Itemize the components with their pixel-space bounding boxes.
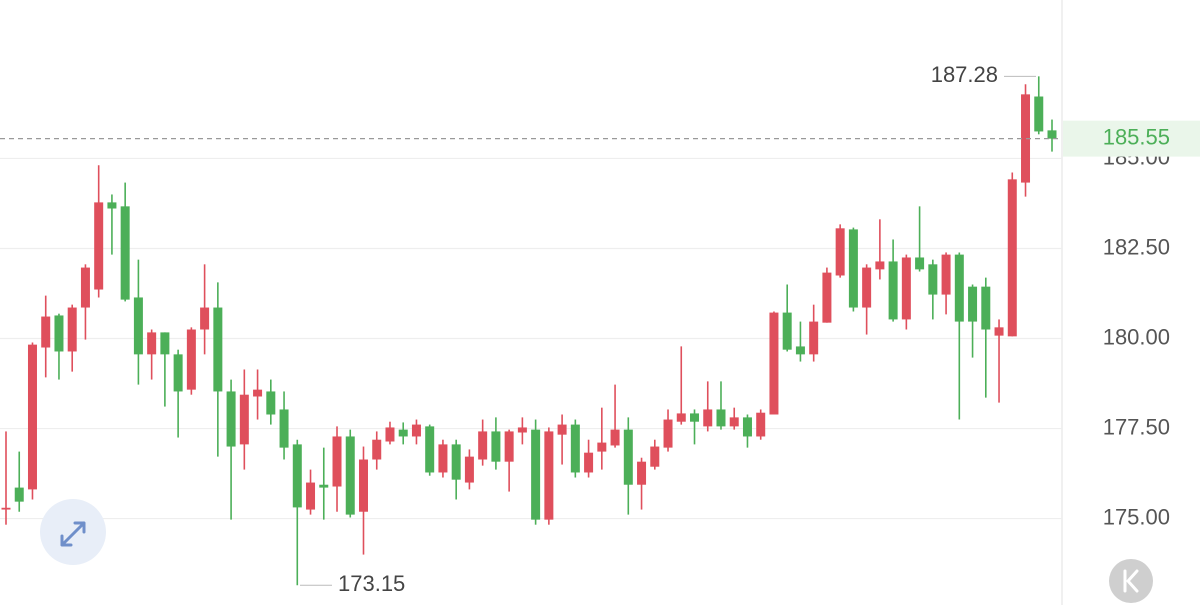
candle-body: [213, 307, 223, 392]
candle-body: [292, 444, 302, 508]
max-label: 187.28: [931, 62, 998, 87]
candle-body: [994, 327, 1004, 336]
candle-body: [690, 413, 700, 422]
candle-body: [769, 312, 779, 415]
min-label: 173.15: [338, 571, 405, 596]
candle-body: [795, 346, 805, 355]
candle-body: [332, 436, 342, 487]
candle-body: [385, 427, 395, 442]
candle-body: [901, 257, 911, 320]
candle-body: [703, 409, 713, 427]
candle-body: [41, 316, 51, 348]
candle-body: [663, 419, 673, 448]
candle-body: [782, 312, 792, 350]
candle-body: [557, 424, 567, 435]
candle-body: [848, 229, 858, 308]
candle-body: [822, 272, 832, 323]
candle-body: [954, 254, 964, 322]
candle-body: [981, 286, 991, 330]
candle-body: [491, 431, 501, 462]
candle-body: [968, 286, 978, 322]
expand-icon[interactable]: [60, 521, 86, 547]
candle-body: [623, 429, 633, 485]
candle-body: [173, 354, 183, 392]
y-tick-label: 177.50: [1103, 414, 1170, 439]
candle-body: [809, 321, 819, 355]
candle-body: [306, 482, 316, 510]
candle-body: [67, 307, 77, 352]
candle-body: [133, 297, 143, 355]
candle-body: [1047, 130, 1057, 139]
candle-body: [888, 261, 898, 320]
candle-body: [610, 429, 620, 446]
candle-body: [1034, 96, 1044, 132]
last-price-badge: [1063, 120, 1200, 157]
candle-body: [14, 487, 24, 502]
last-price-label: 185.55: [1103, 124, 1170, 149]
candle-body: [478, 431, 488, 460]
candle-body: [239, 394, 249, 445]
candle-body: [226, 391, 236, 447]
candle-body: [1021, 94, 1031, 183]
y-tick-label: 182.50: [1103, 234, 1170, 259]
candle-body: [756, 412, 766, 437]
candle-body: [425, 426, 435, 473]
candle-body: [862, 267, 872, 308]
candle-body: [398, 429, 408, 437]
candle-body: [464, 456, 474, 483]
candle-body: [94, 202, 104, 290]
candle-body: [650, 446, 660, 467]
candle-body: [120, 206, 130, 300]
candle-body: [875, 261, 885, 270]
candle-body: [584, 452, 594, 473]
candle-body: [570, 424, 580, 473]
candle-body: [716, 409, 726, 427]
y-tick-label: 175.00: [1103, 504, 1170, 529]
candle-body: [517, 427, 527, 433]
candle-body: [253, 389, 263, 397]
candle-body: [544, 431, 554, 520]
candle-body: [1, 507, 11, 510]
candle-body: [279, 409, 289, 448]
candle-body: [729, 417, 739, 427]
candle-body: [80, 267, 90, 308]
candle-body: [676, 413, 686, 422]
y-tick-label: 180.00: [1103, 324, 1170, 349]
candle-body: [27, 344, 37, 490]
collapse-button[interactable]: [1109, 559, 1153, 603]
candle-body: [637, 461, 647, 485]
candle-body: [742, 417, 752, 437]
collapse-button-bg[interactable]: [1109, 559, 1153, 603]
candle-body: [531, 429, 541, 520]
candle-body: [54, 315, 64, 352]
candle-body: [1007, 179, 1017, 337]
candle-body: [372, 439, 382, 460]
candle-body: [266, 391, 276, 415]
candle-body: [915, 257, 925, 270]
candle-body: [107, 202, 117, 209]
candle-body: [438, 444, 448, 473]
candle-body: [358, 459, 368, 512]
candle-body: [186, 329, 196, 390]
collapse-icon[interactable]: [1123, 569, 1139, 593]
candle-body: [504, 431, 514, 462]
candle-body: [200, 307, 210, 330]
candle-body: [451, 444, 461, 480]
candle-body: [835, 228, 845, 276]
candle-body: [160, 332, 170, 355]
candle-body: [928, 264, 938, 295]
candle-body: [597, 442, 607, 452]
candle-body: [411, 424, 421, 437]
candle-body: [941, 254, 951, 295]
expand-button[interactable]: [40, 499, 106, 565]
candle-body: [147, 332, 157, 355]
candle-body: [345, 436, 355, 515]
candle-body: [319, 484, 329, 488]
